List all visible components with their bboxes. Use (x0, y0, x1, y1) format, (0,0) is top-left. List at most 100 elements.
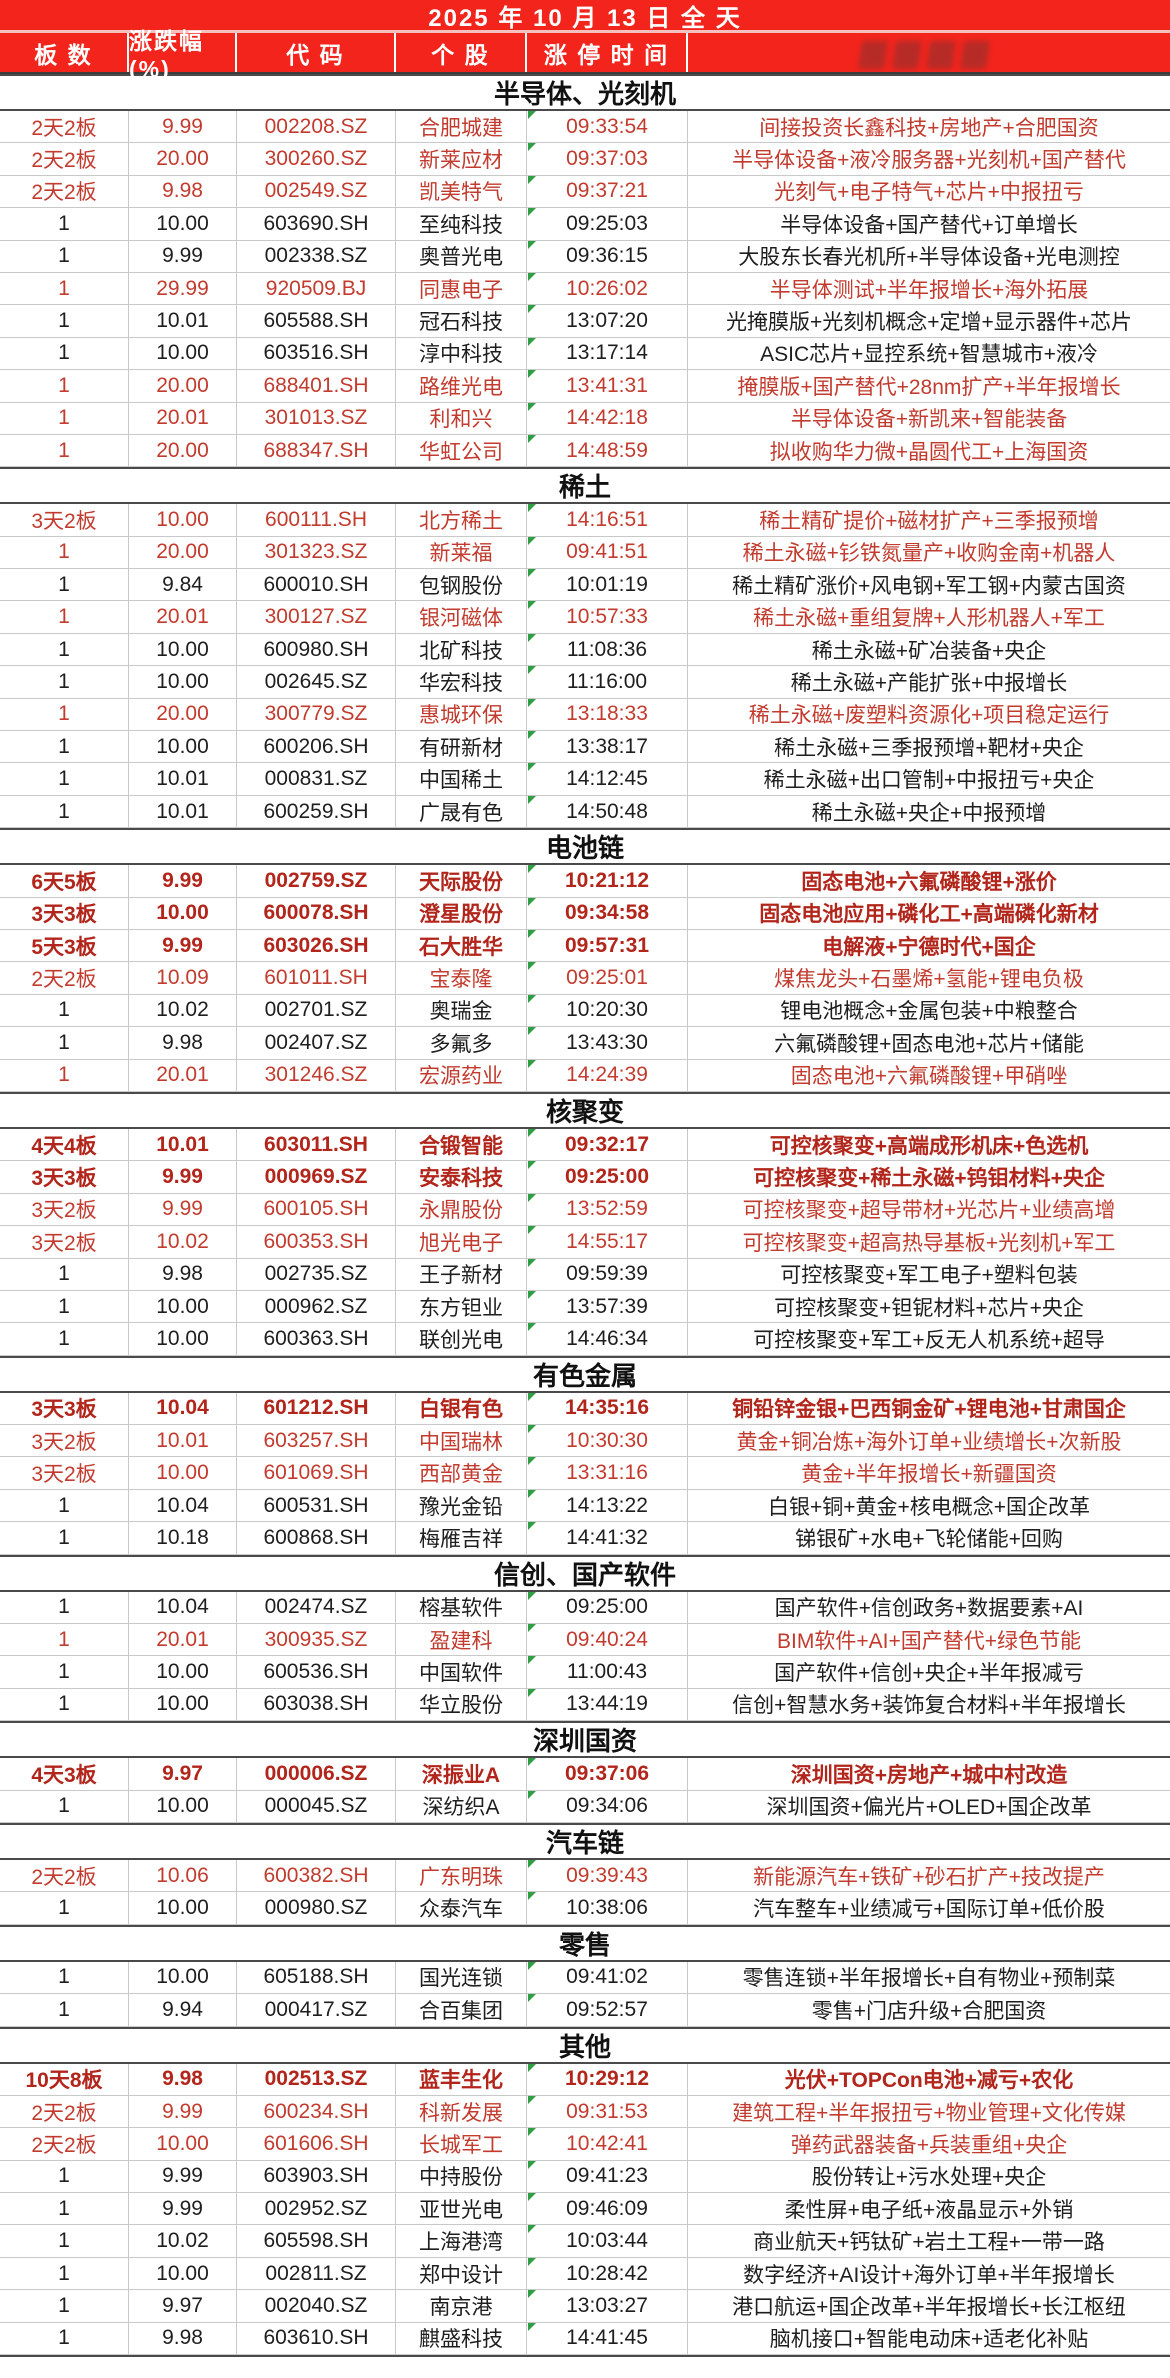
cell-code[interactable]: 000006.SZ (237, 1758, 396, 1790)
cell-reason[interactable]: 稀土永磁+三季报预增+靶材+央企 (774, 736, 1084, 760)
cell-boards[interactable]: 1 (0, 402, 129, 434)
cell-name[interactable]: 广东明珠 (396, 1859, 527, 1892)
cell-reason[interactable]: 半导体设备+液冷服务器+光刻机+国产替代 (732, 149, 1126, 173)
cell-pct[interactable]: 9.98 (129, 175, 237, 208)
cell-boards[interactable]: 1 (0, 666, 129, 698)
cell-boards[interactable]: 1 (0, 1290, 129, 1323)
cell-pct[interactable]: 10.01 (129, 795, 237, 828)
cell-code[interactable]: 002474.SZ (237, 1591, 396, 1624)
cell-code[interactable]: 000962.SZ (237, 1290, 396, 1323)
cell-reason[interactable]: 港口航运+国企改革+半年报增长+长江枢纽 (732, 2295, 1126, 2319)
cell-time[interactable]: 09:41:23 (527, 2160, 688, 2193)
cell-name[interactable]: 石大胜华 (396, 929, 527, 962)
cell-pct[interactable]: 10.00 (129, 731, 237, 763)
cell-time[interactable]: 13:41:31 (527, 370, 688, 402)
cell-time[interactable]: 09:36:15 (527, 240, 688, 272)
cell-boards[interactable]: 1 (0, 1892, 129, 1924)
cell-time[interactable]: 14:55:17 (527, 1226, 688, 1258)
cell-name[interactable]: 中国稀土 (396, 763, 527, 795)
cell-reason[interactable]: 锑银矿+水电+飞轮储能+回购 (795, 1527, 1063, 1551)
cell-reason[interactable]: 稀土永磁+产能扩张+中报增长 (790, 671, 1068, 695)
cell-name[interactable]: 蓝丰生化 (396, 2063, 527, 2095)
cell-boards[interactable]: 3天2板 (0, 1457, 129, 1489)
header-cell-code[interactable]: 代 码 (237, 33, 396, 72)
cell-pct[interactable]: 10.00 (129, 1457, 237, 1489)
cell-boards[interactable]: 1 (0, 1961, 129, 1994)
cell-name[interactable]: 北矿科技 (396, 633, 527, 666)
cell-code[interactable]: 300935.SZ (237, 1624, 396, 1656)
cell-boards[interactable]: 6天5板 (0, 865, 129, 897)
cell-pct[interactable]: 10.04 (129, 1392, 237, 1425)
cell-pct[interactable]: 9.94 (129, 1994, 237, 2026)
cell-name[interactable]: 长城军工 (396, 2128, 527, 2160)
section-header[interactable]: 核聚变 (0, 1091, 1170, 1129)
cell-name[interactable]: 众泰汽车 (396, 1892, 527, 1924)
cell-time[interactable]: 11:08:36 (527, 633, 688, 666)
cell-code[interactable]: 002549.SZ (237, 175, 396, 208)
section-header[interactable]: 半导体、光刻机 (0, 74, 1170, 111)
cell-time[interactable]: 09:40:24 (527, 1624, 688, 1656)
cell-reason[interactable]: 可控核聚变+军工+反无人机系统+超导 (753, 1328, 1105, 1352)
cell-time[interactable]: 13:07:20 (527, 305, 688, 337)
cell-boards[interactable]: 1 (0, 536, 129, 569)
cell-time[interactable]: 09:59:39 (527, 1258, 688, 1290)
cell-boards[interactable]: 1 (0, 2193, 129, 2225)
cell-code[interactable]: 688401.SH (237, 370, 396, 402)
section-header[interactable]: 其他 (0, 2026, 1170, 2064)
cell-time[interactable]: 10:20:30 (527, 994, 688, 1027)
cell-code[interactable]: 603011.SH (237, 1128, 396, 1161)
cell-pct[interactable]: 10.01 (129, 763, 237, 795)
cell-boards[interactable]: 4天3板 (0, 1758, 129, 1790)
cell-reason[interactable]: 光掩膜版+光刻机概念+定增+显示器件+芯片 (725, 311, 1133, 335)
cell-pct[interactable]: 9.97 (129, 1758, 237, 1790)
cell-boards[interactable]: 1 (0, 1994, 129, 2026)
cell-code[interactable]: 002208.SZ (237, 111, 396, 143)
cell-name[interactable]: 包钢股份 (396, 569, 527, 601)
cell-code[interactable]: 300779.SZ (237, 698, 396, 731)
cell-reason[interactable]: ASIC芯片+显控系统+智慧城市+液冷 (760, 343, 1098, 367)
cell-reason[interactable]: 锂电池概念+金属包装+中粮整合 (780, 1000, 1078, 1024)
cell-pct[interactable]: 10.00 (129, 1323, 237, 1355)
section-header[interactable]: 深圳国资 (0, 1721, 1170, 1759)
cell-pct[interactable]: 10.01 (129, 1128, 237, 1161)
cell-pct[interactable]: 20.01 (129, 601, 237, 633)
cell-reason[interactable]: 铜铅锌金银+巴西铜金矿+锂电池+甘肃国企 (732, 1398, 1126, 1422)
cell-pct[interactable]: 20.01 (129, 1059, 237, 1091)
cell-time[interactable]: 09:34:58 (527, 897, 688, 929)
cell-time[interactable]: 09:52:57 (527, 1994, 688, 2026)
cell-pct[interactable]: 10.00 (129, 2128, 237, 2160)
cell-name[interactable]: 华宏科技 (396, 666, 527, 698)
cell-boards[interactable]: 1 (0, 2257, 129, 2290)
cell-reason[interactable]: 零售+门店升级+合肥国资 (811, 1999, 1047, 2023)
cell-reason[interactable]: 稀土永磁+矿冶装备+央企 (811, 639, 1047, 663)
cell-boards[interactable]: 1 (0, 795, 129, 828)
cell-name[interactable]: 淳中科技 (396, 337, 527, 370)
cell-name[interactable]: 东方钽业 (396, 1290, 527, 1323)
cell-code[interactable]: 002040.SZ (237, 2290, 396, 2322)
cell-name[interactable]: 中国软件 (396, 1656, 527, 1688)
cell-time[interactable]: 09:25:00 (527, 1591, 688, 1624)
cell-boards[interactable]: 1 (0, 633, 129, 666)
cell-boards[interactable]: 3天2板 (0, 1425, 129, 1457)
cell-reason[interactable]: 间接投资长鑫科技+房地产+合肥国资 (759, 116, 1099, 140)
cell-reason[interactable]: 电解液+宁德时代+国企 (822, 935, 1036, 959)
cell-pct[interactable]: 20.01 (129, 1624, 237, 1656)
cell-boards[interactable]: 3天2板 (0, 504, 129, 536)
cell-reason[interactable]: 柔性屏+电子纸+液晶显示+外销 (784, 2198, 1074, 2222)
cell-boards[interactable]: 1 (0, 1688, 129, 1721)
cell-name[interactable]: 麒盛科技 (396, 2322, 527, 2355)
cell-reason[interactable]: 稀土精矿涨价+风电钢+军工钢+内蒙古国资 (732, 574, 1126, 598)
cell-name[interactable]: 安泰科技 (396, 1161, 527, 1193)
cell-pct[interactable]: 10.01 (129, 305, 237, 337)
cell-reason[interactable]: 可控核聚变+高端成形机床+色选机 (769, 1134, 1089, 1158)
cell-time[interactable]: 09:37:06 (527, 1758, 688, 1790)
cell-boards[interactable]: 1 (0, 2290, 129, 2322)
cell-name[interactable]: 榕基软件 (396, 1591, 527, 1624)
cell-code[interactable]: 600078.SH (237, 897, 396, 929)
cell-reason[interactable]: BIM软件+AI+国产替代+绿色节能 (777, 1629, 1081, 1653)
cell-name[interactable]: 郑中设计 (396, 2257, 527, 2290)
cell-name[interactable]: 上海港湾 (396, 2225, 527, 2257)
cell-pct[interactable]: 10.00 (129, 208, 237, 240)
section-header[interactable]: 稀土 (0, 467, 1170, 505)
cell-pct[interactable]: 20.00 (129, 434, 237, 467)
